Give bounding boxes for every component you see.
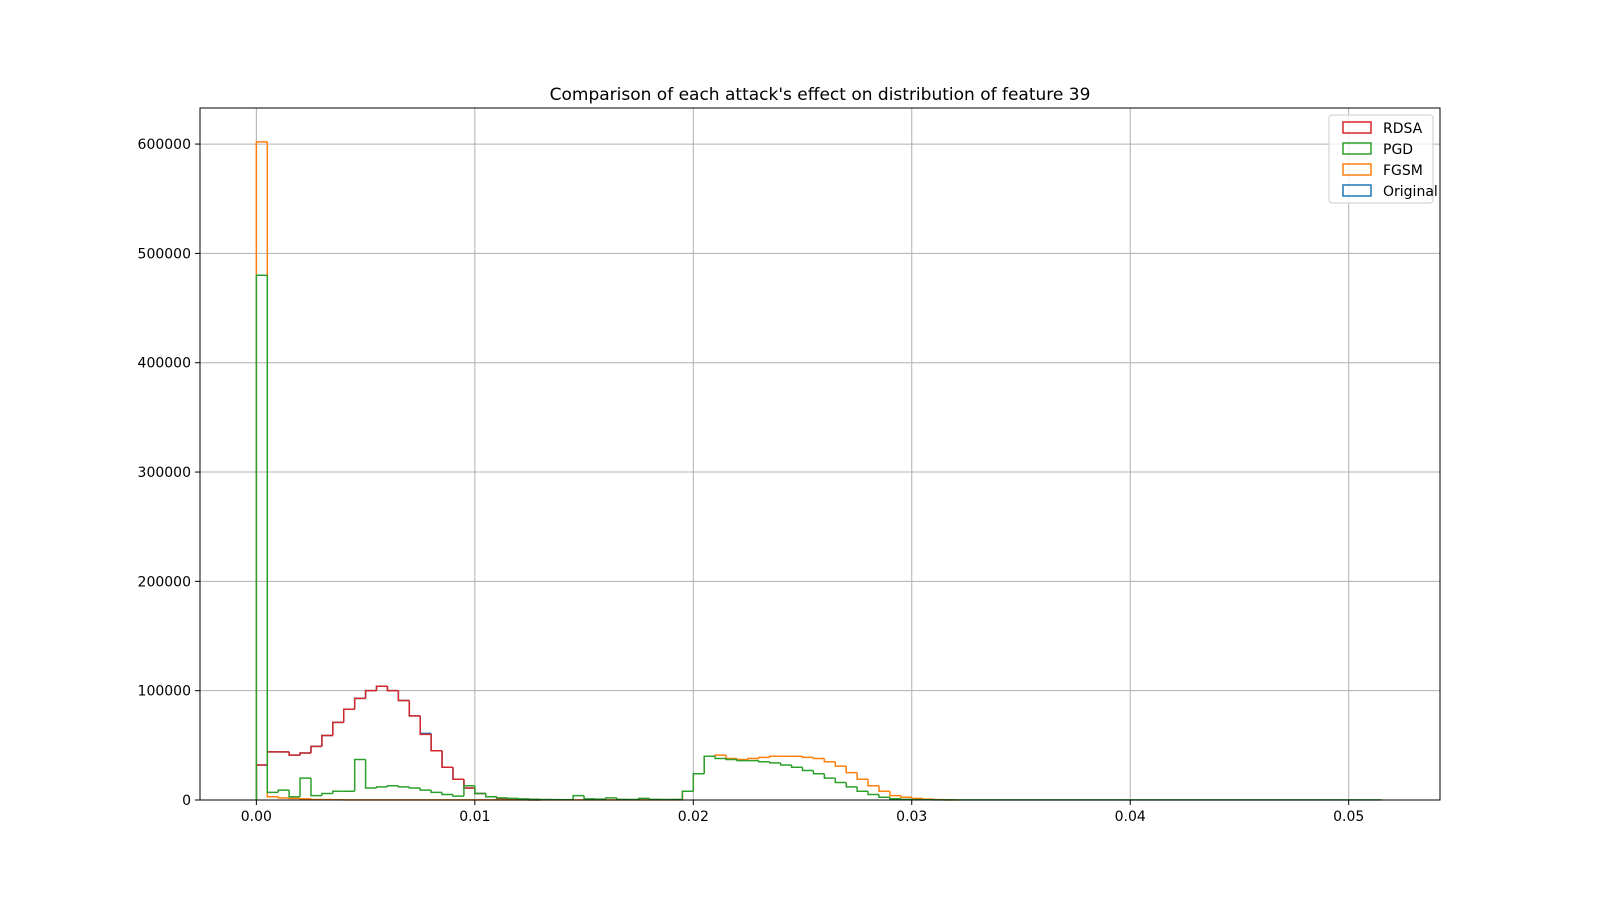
y-tick-label-2: 200000 — [138, 574, 191, 590]
x-tick-label-2: 0.02 — [678, 809, 709, 825]
x-tick-label-3: 0.03 — [896, 809, 927, 825]
legend-label-original: Original — [1383, 184, 1438, 200]
y-tick-label-3: 300000 — [138, 465, 191, 481]
pgd-bin-23 — [508, 798, 519, 799]
x-tick-label-5: 0.05 — [1333, 809, 1364, 825]
y-tick-label-4: 400000 — [138, 356, 191, 372]
pgd-bin-24 — [519, 798, 530, 799]
chart-title: Comparison of each attack's effect on di… — [550, 85, 1091, 105]
pgd-bin-59 — [901, 799, 912, 800]
legend-label-pgd: PGD — [1383, 142, 1413, 158]
y-tick-label-0: 0 — [182, 793, 191, 809]
legend: RDSA PGD FGSM Original — [1329, 115, 1438, 203]
y-tick-label-5: 500000 — [138, 246, 191, 262]
y-tick-label-1: 100000 — [138, 684, 191, 700]
legend-label-fgsm: FGSM — [1383, 163, 1423, 179]
x-tick-label-1: 0.01 — [459, 809, 490, 825]
fgsm-bin-61 — [923, 798, 934, 799]
fgsm-bin-5 — [311, 799, 322, 800]
fgsm-bin-3 — [289, 798, 300, 799]
x-tick-label-4: 0.04 — [1115, 809, 1146, 825]
legend-label-rdsa: RDSA — [1383, 121, 1423, 137]
y-tick-label-6: 600000 — [138, 137, 191, 153]
x-tick-label-0: 0.00 — [241, 809, 272, 825]
fgsm-bin-4 — [300, 798, 311, 799]
